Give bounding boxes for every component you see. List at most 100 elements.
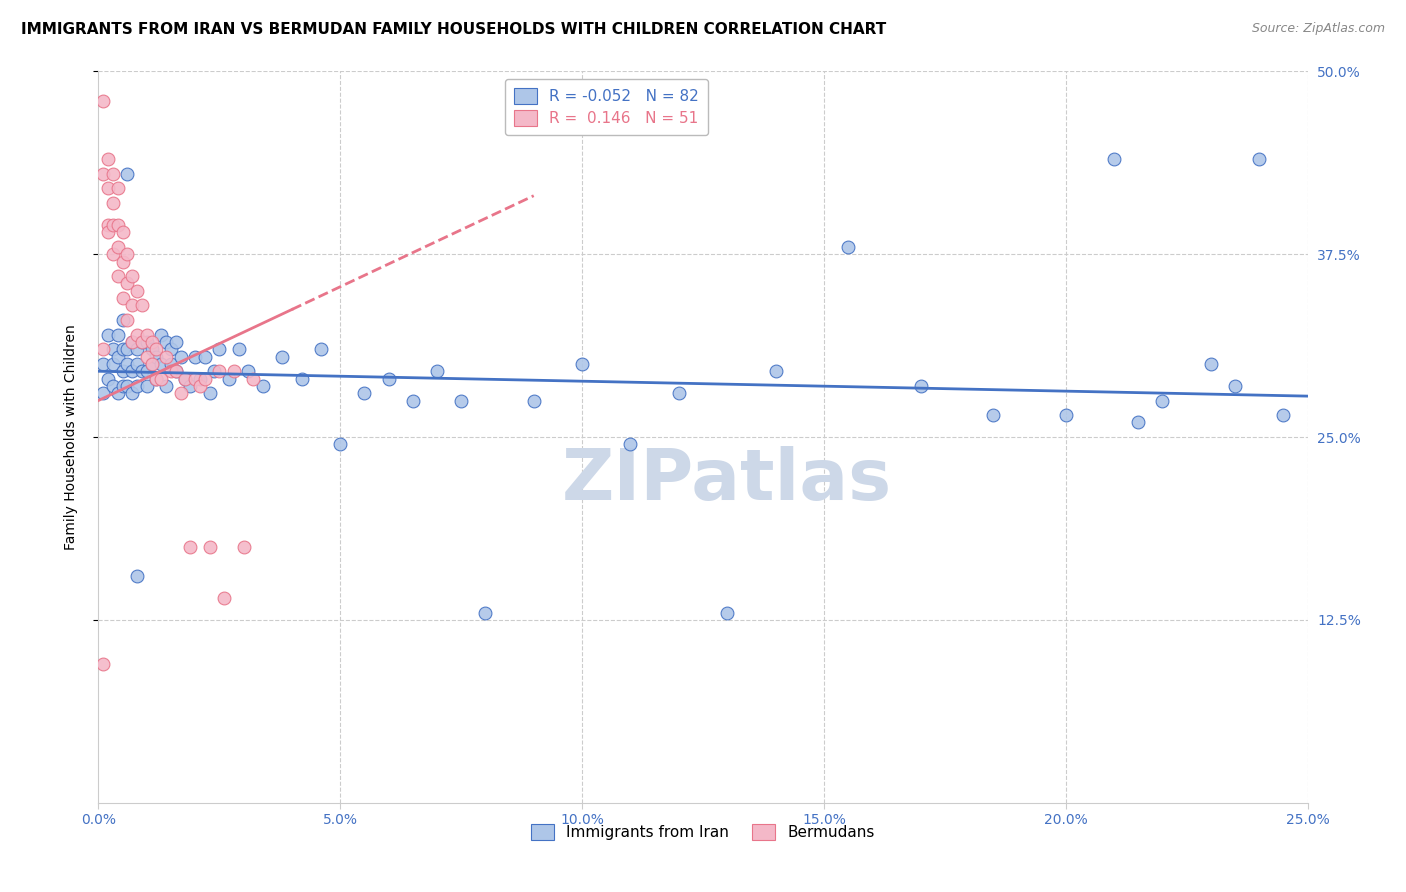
Point [1054,408,1077,422]
Point [91,94,114,108]
Point [101,196,124,211]
Text: ZIPatlas: ZIPatlas [562,447,893,516]
Point [107,327,129,342]
Point [165,334,187,349]
Point [329,437,352,451]
Point [1272,408,1295,422]
Point [97,225,120,239]
Point [198,386,221,401]
Point [837,240,859,254]
Point [91,386,114,401]
Point [165,364,187,378]
Point [111,313,134,327]
Point [716,606,738,620]
Point [252,379,274,393]
Point [135,379,157,393]
Point [1152,393,1174,408]
Point [145,343,167,357]
Point [353,386,375,401]
Point [97,371,120,385]
Point [290,371,312,385]
Point [107,240,129,254]
Point [121,364,143,378]
Point [107,181,129,195]
Point [131,364,153,378]
Y-axis label: Family Households with Children: Family Households with Children [63,324,77,550]
Point [91,357,114,371]
Point [1249,152,1271,166]
Point [117,313,139,327]
Point [271,350,294,364]
Point [97,218,120,232]
Point [107,386,129,401]
Point [121,334,143,349]
Point [155,334,177,349]
Text: IMMIGRANTS FROM IRAN VS BERMUDAN FAMILY HOUSEHOLDS WITH CHILDREN CORRELATION CHA: IMMIGRANTS FROM IRAN VS BERMUDAN FAMILY … [21,22,886,37]
Point [135,364,157,378]
Point [97,181,120,195]
Point [160,343,183,357]
Point [127,379,149,393]
Point [121,298,143,312]
Point [1199,357,1222,371]
Point [160,357,183,371]
Point [141,357,163,371]
Point [981,408,1004,422]
Point [184,371,207,385]
Point [117,379,139,393]
Point [101,218,124,232]
Point [765,364,787,378]
Point [101,167,124,181]
Point [184,350,207,364]
Point [121,269,143,284]
Point [101,379,124,393]
Point [127,343,149,357]
Point [571,357,593,371]
Point [218,371,240,385]
Point [204,364,226,378]
Point [188,371,211,385]
Point [101,357,124,371]
Point [127,357,149,371]
Point [145,371,167,385]
Point [1128,416,1150,430]
Point [309,343,332,357]
Point [238,364,260,378]
Point [188,379,211,393]
Point [232,540,254,554]
Point [91,167,114,181]
Point [145,350,167,364]
Point [174,371,197,385]
Point [117,247,139,261]
Point [194,350,217,364]
Point [121,334,143,349]
Point [150,371,173,385]
Point [910,379,932,393]
Point [208,343,231,357]
Point [377,371,399,385]
Point [111,379,134,393]
Text: Source: ZipAtlas.com: Source: ZipAtlas.com [1251,22,1385,36]
Point [111,254,134,268]
Point [619,437,641,451]
Point [426,364,449,378]
Point [155,350,177,364]
Point [127,569,149,583]
Point [208,364,231,378]
Point [141,343,163,357]
Point [222,364,245,378]
Point [97,327,120,342]
Point [141,357,163,371]
Legend: Immigrants from Iran, Bermudans: Immigrants from Iran, Bermudans [526,818,880,847]
Point [165,364,187,378]
Point [135,350,157,364]
Point [212,591,235,605]
Point [242,371,264,385]
Point [131,298,153,312]
Point [169,386,191,401]
Point [179,379,201,393]
Point [135,327,157,342]
Point [107,269,129,284]
Point [179,540,201,554]
Point [174,371,197,385]
